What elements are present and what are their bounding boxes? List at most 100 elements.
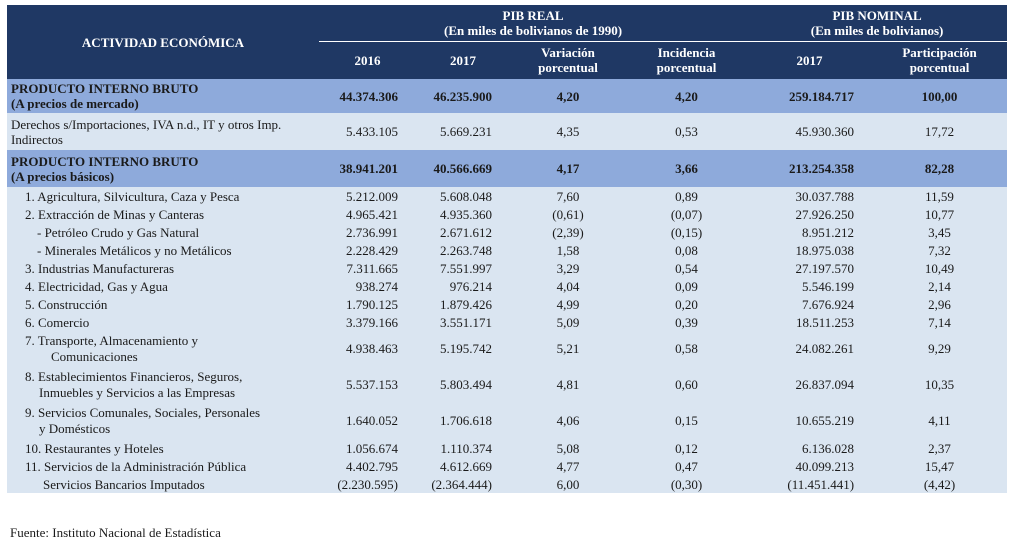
cell-variacion: 6,00 — [510, 475, 626, 493]
cell-nominal: 8.951.212 — [747, 223, 873, 241]
row-label: 6. Comercio — [7, 313, 319, 331]
table-row: - Petróleo Crudo y Gas Natural 2.736.991… — [7, 223, 1008, 241]
header-variacion-line2: porcentual — [538, 60, 598, 76]
cell-incidencia: 0,47 — [626, 457, 748, 475]
cell-variacion: (2,39) — [510, 223, 626, 241]
cell-incidencia: 0,58 — [626, 331, 748, 367]
cell-incidencia: 3,66 — [626, 150, 748, 187]
table-row: Derechos s/Importaciones, IVA n.d., IT y… — [7, 113, 1008, 150]
cell-variacion: 4,77 — [510, 457, 626, 475]
cell-incidencia: (0,07) — [626, 205, 748, 223]
table-row: 7. Transporte, Almacenamiento y Comunica… — [7, 331, 1008, 367]
cell-nominal: 45.930.360 — [747, 113, 873, 150]
header-pib-nominal-title: PIB NOMINAL — [832, 7, 922, 23]
cell-nominal: (11.451.441) — [747, 475, 873, 493]
header-pib-real: PIB REAL (En miles de bolivianos de 1990… — [319, 5, 748, 42]
cell-incidencia: 0,09 — [626, 277, 748, 295]
row-label: 7. Transporte, Almacenamiento y — [25, 333, 198, 348]
cell-incidencia: 0,12 — [626, 439, 748, 457]
header-variacion: Variación porcentual — [510, 41, 626, 79]
cell-nominal: 24.082.261 — [747, 331, 873, 367]
cell-incidencia: 4,20 — [626, 79, 748, 113]
table-row: PRODUCTO INTERNO BRUTO (A precios de mer… — [7, 79, 1008, 113]
cell-participacion: 4,11 — [872, 403, 1008, 439]
row-label-cell: 7. Transporte, Almacenamiento y Comunica… — [7, 331, 319, 367]
row-label: 11. Servicios de la Administración Públi… — [7, 457, 319, 475]
cell-variacion: 1,58 — [510, 241, 626, 259]
row-label: - Petróleo Crudo y Gas Natural — [7, 223, 319, 241]
cell-incidencia: 0,60 — [626, 367, 748, 403]
table-row: 2. Extracción de Minas y Canteras 4.965.… — [7, 205, 1008, 223]
header-participacion-line1: Participación — [902, 45, 977, 61]
cell-nominal: 27.926.250 — [747, 205, 873, 223]
cell-nominal: 26.837.094 — [747, 367, 873, 403]
cell-2016: 2.228.429 — [319, 241, 416, 259]
cell-nominal: 213.254.358 — [747, 150, 873, 187]
cell-participacion: 10,77 — [872, 205, 1008, 223]
row-label-cell: PRODUCTO INTERNO BRUTO (A precios básico… — [7, 150, 319, 187]
cell-participacion: 10,49 — [872, 259, 1008, 277]
table-row: 10. Restaurantes y Hoteles 1.056.674 1.1… — [7, 439, 1008, 457]
cell-2016: 5.537.153 — [319, 367, 416, 403]
cell-2016: (2.230.595) — [319, 475, 416, 493]
cell-nominal: 18.511.253 — [747, 313, 873, 331]
cell-2017: 40.566.669 — [416, 150, 510, 187]
cell-2017: 4.612.669 — [416, 457, 510, 475]
cell-2017: 1.706.618 — [416, 403, 510, 439]
table-row: 9. Servicios Comunales, Sociales, Person… — [7, 403, 1008, 439]
cell-incidencia: (0,15) — [626, 223, 748, 241]
row-label: Derechos s/Importaciones, IVA n.d., IT y… — [7, 113, 319, 150]
row-label: 2. Extracción de Minas y Canteras — [7, 205, 319, 223]
table-row: Servicios Bancarios Imputados (2.230.595… — [7, 475, 1008, 493]
cell-variacion: 4,04 — [510, 277, 626, 295]
cell-nominal: 30.037.788 — [747, 187, 873, 205]
cell-2016: 2.736.991 — [319, 223, 416, 241]
pib-table: ACTIVIDAD ECONÓMICA PIB REAL (En miles d… — [7, 5, 1008, 493]
cell-incidencia: 0,89 — [626, 187, 748, 205]
row-sublabel: (A precios de mercado) — [11, 96, 139, 111]
table-row: 8. Establecimientos Financieros, Seguros… — [7, 367, 1008, 403]
cell-2017: 5.608.048 — [416, 187, 510, 205]
table-row: PRODUCTO INTERNO BRUTO (A precios básico… — [7, 150, 1008, 187]
cell-participacion: 11,59 — [872, 187, 1008, 205]
cell-2017: 976.214 — [416, 277, 510, 295]
cell-variacion: 5,09 — [510, 313, 626, 331]
cell-variacion: 5,08 — [510, 439, 626, 457]
cell-participacion: (4,42) — [872, 475, 1008, 493]
row-label: 4. Electricidad, Gas y Agua — [7, 277, 319, 295]
cell-2016: 1.056.674 — [319, 439, 416, 457]
cell-variacion: 4,17 — [510, 150, 626, 187]
row-label: 5. Construcción — [7, 295, 319, 313]
cell-participacion: 10,35 — [872, 367, 1008, 403]
row-label: 3. Industrias Manufactureras — [7, 259, 319, 277]
row-label-cell: 9. Servicios Comunales, Sociales, Person… — [7, 403, 319, 439]
cell-variacion: 4,99 — [510, 295, 626, 313]
table-row: 4. Electricidad, Gas y Agua 938.274 976.… — [7, 277, 1008, 295]
cell-participacion: 15,47 — [872, 457, 1008, 475]
cell-variacion: 5,21 — [510, 331, 626, 367]
cell-participacion: 2,96 — [872, 295, 1008, 313]
cell-2016: 44.374.306 — [319, 79, 416, 113]
table-row: 11. Servicios de la Administración Públi… — [7, 457, 1008, 475]
cell-participacion: 7,14 — [872, 313, 1008, 331]
cell-2016: 3.379.166 — [319, 313, 416, 331]
cell-participacion: 9,29 — [872, 331, 1008, 367]
header-pib-real-sub: (En miles de bolivianos de 1990) — [444, 22, 623, 38]
header-incidencia-line1: Incidencia — [657, 45, 716, 61]
row-sublabel: (A precios básicos) — [11, 168, 115, 184]
table-row: 6. Comercio 3.379.166 3.551.171 5,09 0,3… — [7, 313, 1008, 331]
cell-variacion: 4,06 — [510, 403, 626, 439]
header-pib-nominal: PIB NOMINAL (En miles de bolivianos) — [747, 5, 1008, 42]
header-2016: 2016 — [319, 41, 416, 79]
cell-variacion: 4,35 — [510, 113, 626, 150]
cell-2016: 1.790.125 — [319, 295, 416, 313]
row-label-continued: y Domésticos — [39, 421, 111, 436]
header-participacion-line2: porcentual — [909, 60, 970, 76]
cell-variacion: 7,60 — [510, 187, 626, 205]
header-variacion-line1: Variación — [541, 45, 595, 61]
cell-nominal: 27.197.570 — [747, 259, 873, 277]
cell-nominal: 259.184.717 — [747, 79, 873, 113]
cell-variacion: 4,81 — [510, 367, 626, 403]
header-incidencia: Incidencia porcentual — [626, 41, 748, 79]
cell-2016: 4.938.463 — [319, 331, 416, 367]
